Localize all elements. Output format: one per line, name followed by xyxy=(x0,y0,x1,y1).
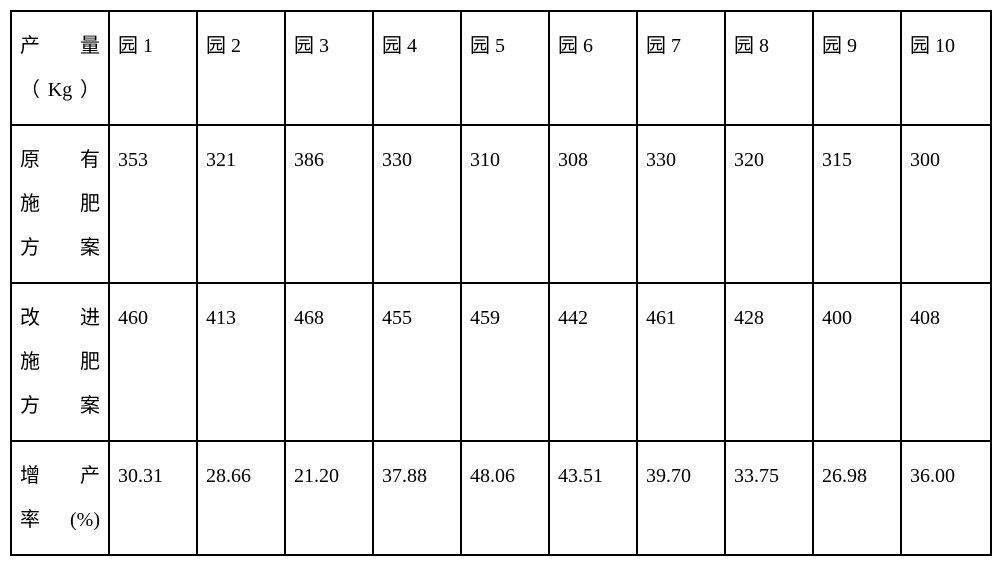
row1-label-line3: 方案 xyxy=(20,395,100,417)
cell: 21.20 xyxy=(285,441,373,555)
row-label-original: 原 有 施 肥 方案 xyxy=(11,125,109,283)
cell: 43.51 xyxy=(549,441,637,555)
header-col-8: 园 8 xyxy=(725,11,813,125)
cell: 321 xyxy=(197,125,285,283)
cell: 36.00 xyxy=(901,441,991,555)
row1-label-line2: 施 肥 xyxy=(20,351,100,373)
header-col-10: 园 10 xyxy=(901,11,991,125)
cell: 39.70 xyxy=(637,441,725,555)
row2-label-line2: 率(%) xyxy=(20,509,100,531)
header-col-2: 园 2 xyxy=(197,11,285,125)
cell: 37.88 xyxy=(373,441,461,555)
cell: 455 xyxy=(373,283,461,441)
row2-label-line1: 增 产 xyxy=(20,465,100,487)
cell: 428 xyxy=(725,283,813,441)
row1-label-line1: 改 进 xyxy=(20,307,100,329)
row-label-improved: 改 进 施 肥 方案 xyxy=(11,283,109,441)
header-label-line2: （Kg） xyxy=(20,79,100,101)
cell: 330 xyxy=(373,125,461,283)
cell: 459 xyxy=(461,283,549,441)
cell: 320 xyxy=(725,125,813,283)
header-label: 产 量 （Kg） xyxy=(11,11,109,125)
header-col-5: 园 5 xyxy=(461,11,549,125)
cell: 413 xyxy=(197,283,285,441)
yield-table: 产 量 （Kg） 园 1 园 2 园 3 园 4 园 5 园 6 园 7 园 8… xyxy=(10,10,992,556)
cell: 315 xyxy=(813,125,901,283)
cell: 30.31 xyxy=(109,441,197,555)
cell: 400 xyxy=(813,283,901,441)
row0-label-line1: 原 有 xyxy=(20,149,100,171)
cell: 300 xyxy=(901,125,991,283)
cell: 353 xyxy=(109,125,197,283)
header-col-9: 园 9 xyxy=(813,11,901,125)
cell: 460 xyxy=(109,283,197,441)
table-row: 增 产 率(%) 30.31 28.66 21.20 37.88 48.06 4… xyxy=(11,441,991,555)
cell: 408 xyxy=(901,283,991,441)
header-col-6: 园 6 xyxy=(549,11,637,125)
cell: 330 xyxy=(637,125,725,283)
header-col-1: 园 1 xyxy=(109,11,197,125)
cell: 28.66 xyxy=(197,441,285,555)
table-header-row: 产 量 （Kg） 园 1 园 2 园 3 园 4 园 5 园 6 园 7 园 8… xyxy=(11,11,991,125)
cell: 461 xyxy=(637,283,725,441)
cell: 26.98 xyxy=(813,441,901,555)
row0-label-line2: 施 肥 xyxy=(20,193,100,215)
table-row: 改 进 施 肥 方案 460 413 468 455 459 442 461 4… xyxy=(11,283,991,441)
header-label-line1: 产 量 xyxy=(20,35,100,57)
header-col-7: 园 7 xyxy=(637,11,725,125)
table-row: 原 有 施 肥 方案 353 321 386 330 310 308 330 3… xyxy=(11,125,991,283)
cell: 48.06 xyxy=(461,441,549,555)
cell: 308 xyxy=(549,125,637,283)
cell: 310 xyxy=(461,125,549,283)
cell: 468 xyxy=(285,283,373,441)
cell: 442 xyxy=(549,283,637,441)
row0-label-line3: 方案 xyxy=(20,237,100,259)
row-label-increase-rate: 增 产 率(%) xyxy=(11,441,109,555)
cell: 386 xyxy=(285,125,373,283)
header-col-3: 园 3 xyxy=(285,11,373,125)
header-col-4: 园 4 xyxy=(373,11,461,125)
cell: 33.75 xyxy=(725,441,813,555)
